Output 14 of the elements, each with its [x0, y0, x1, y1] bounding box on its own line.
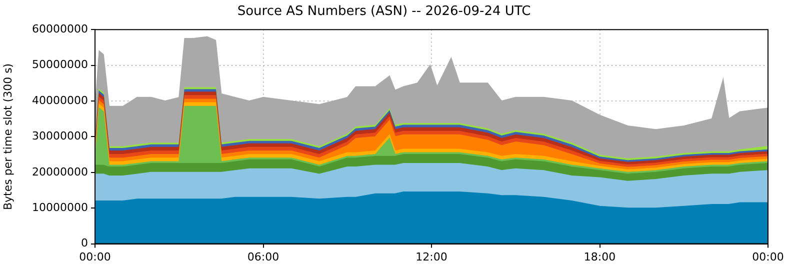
chart-title: Source AS Numbers (ASN) -- 2026-09-24 UTC	[237, 4, 531, 20]
y-tick-label: 50000000	[32, 58, 88, 72]
x-tick-label: 00:00	[79, 250, 111, 264]
y-tick-label: 20000000	[32, 165, 88, 178]
x-tick-label: 06:00	[247, 250, 280, 264]
x-tick-label: 00:00	[752, 250, 784, 264]
y-axis-title: Bytes per time slot (300 s)	[1, 63, 14, 210]
y-tick-label: 30000000	[32, 130, 88, 143]
y-tick-label: 0	[81, 236, 88, 250]
y-tick-label: 10000000	[32, 200, 88, 214]
y-tick-label: 40000000	[32, 94, 88, 107]
y-tick-label: 60000000	[32, 22, 88, 36]
x-tick-label: 18:00	[584, 250, 616, 264]
x-tick-label: 12:00	[416, 250, 448, 264]
